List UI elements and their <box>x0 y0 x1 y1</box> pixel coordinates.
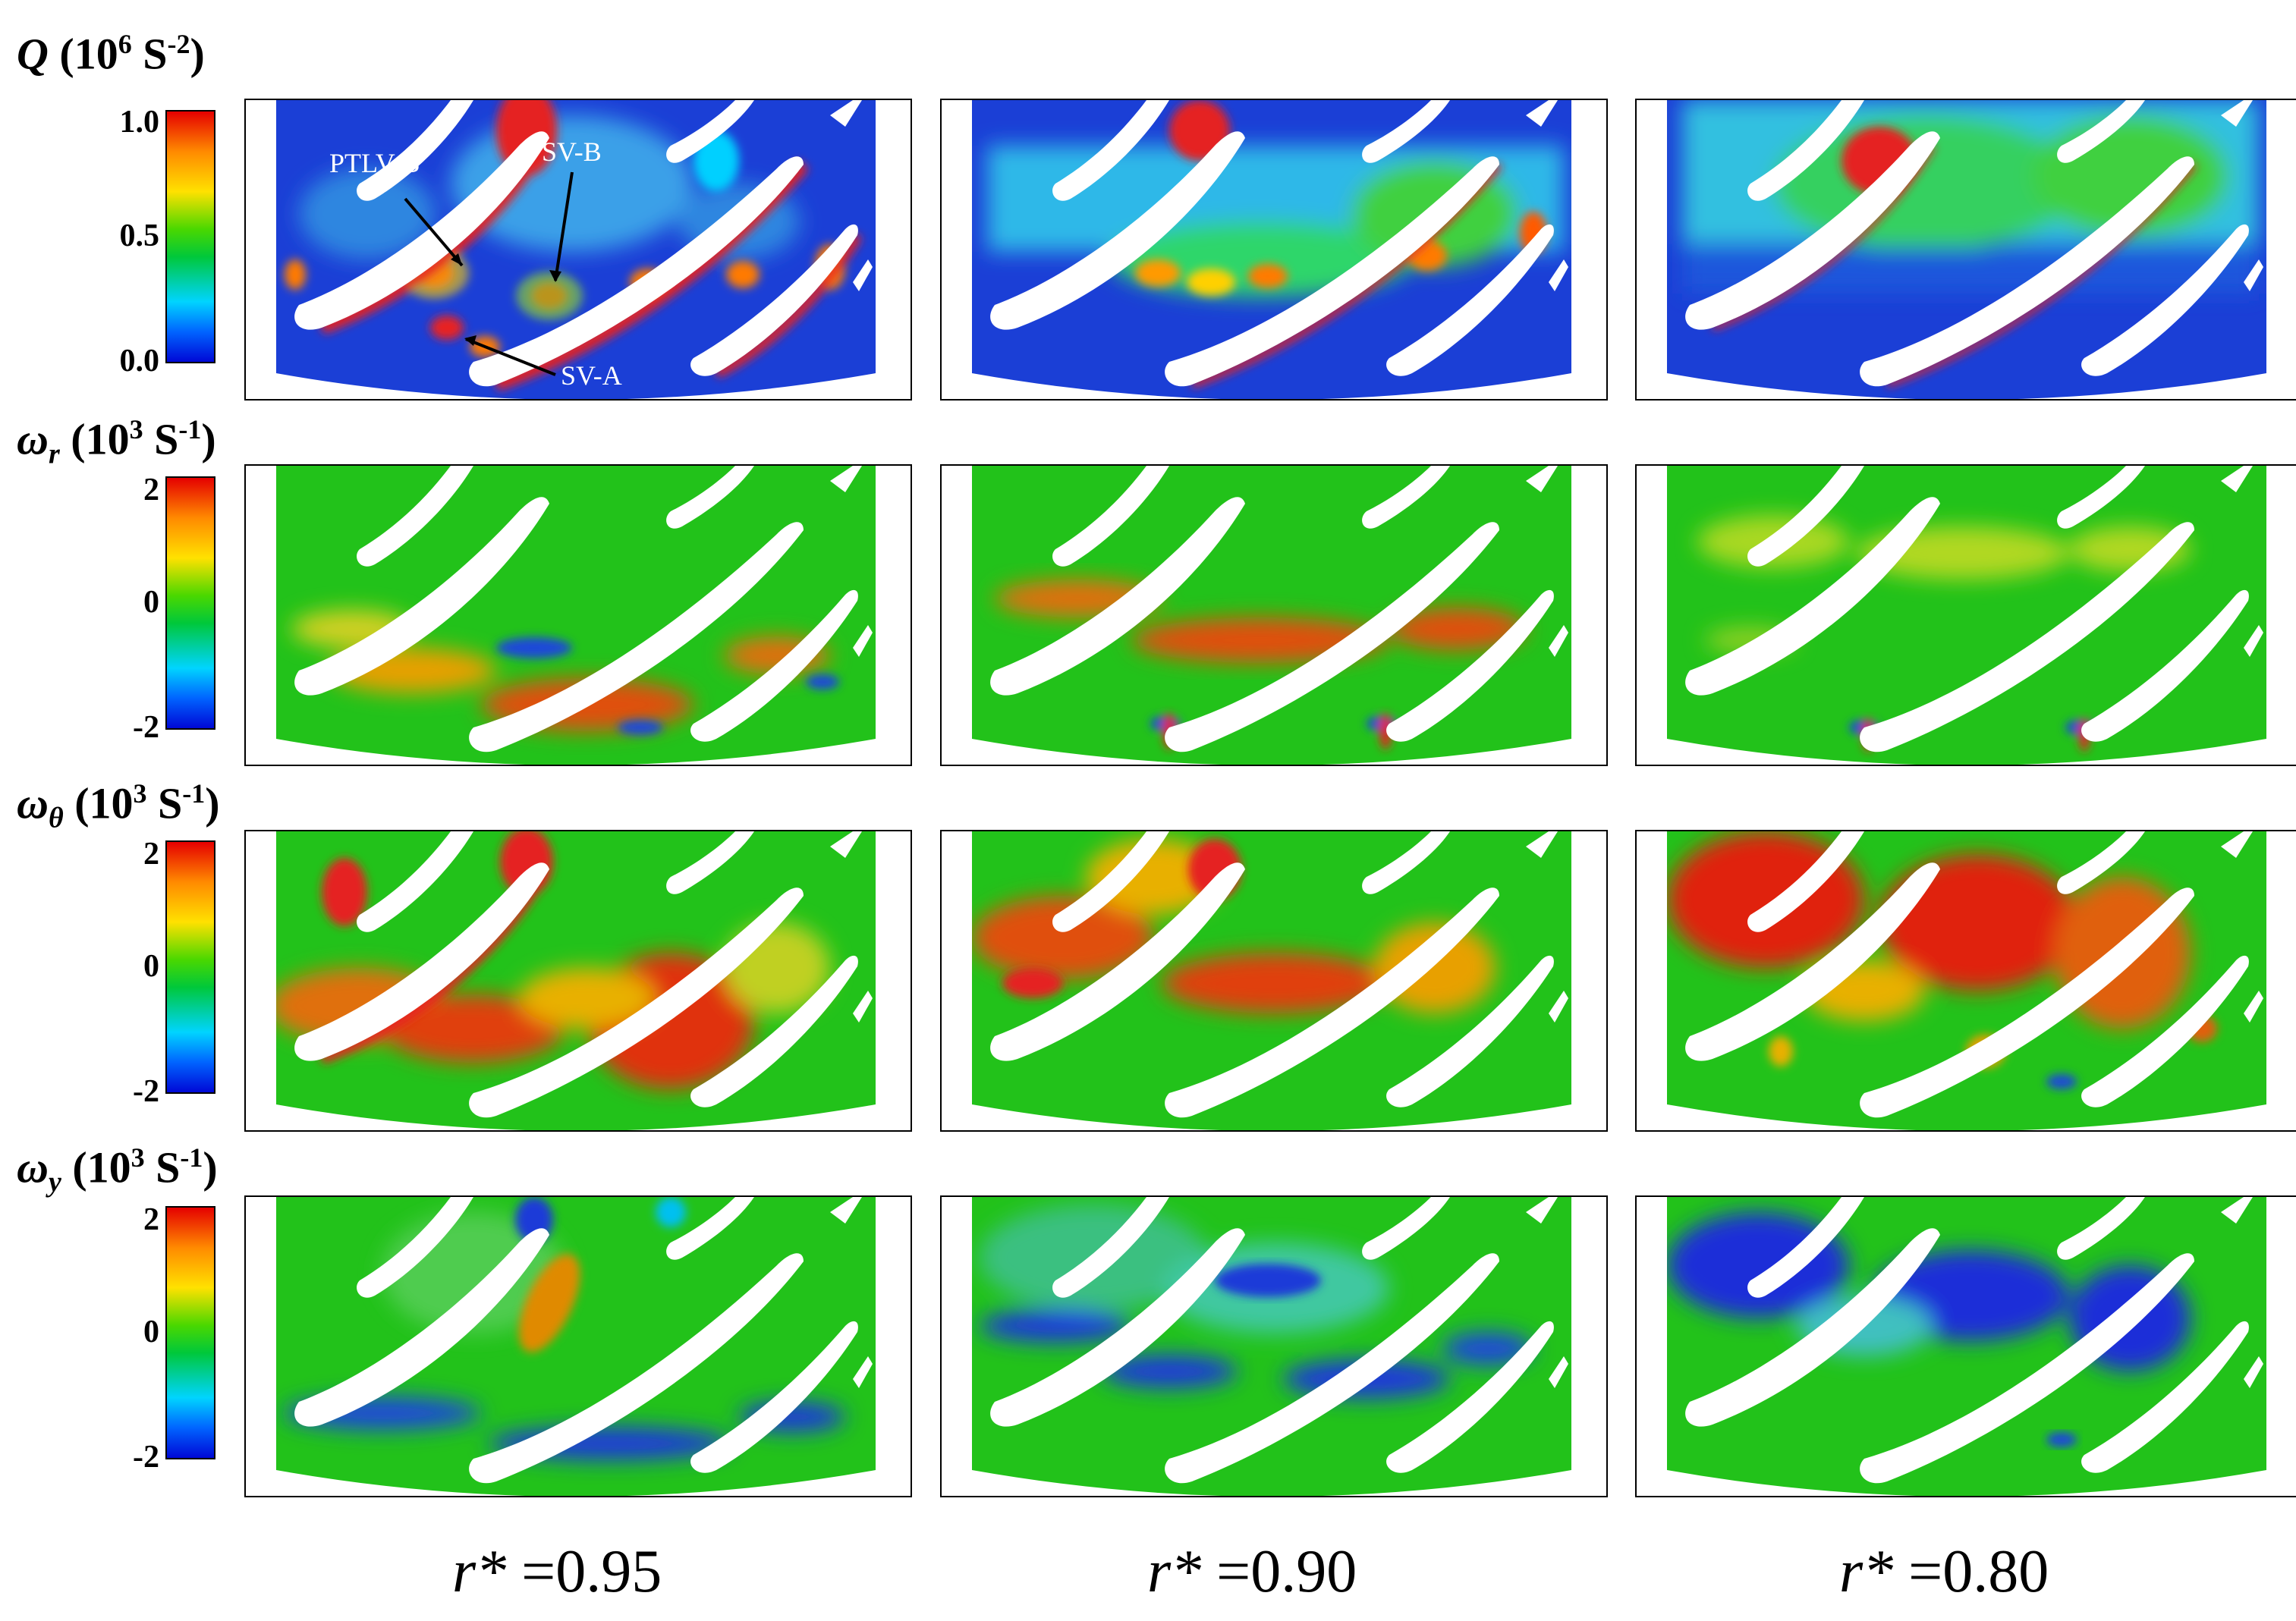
column-label-r080: r* =0.80 <box>1839 1538 2049 1605</box>
row-label-q: Q (106 S-2) <box>17 29 205 79</box>
arrow-line <box>404 197 464 267</box>
colorbar-q <box>165 110 215 363</box>
arrow-head <box>451 253 462 265</box>
tick-label: 0 <box>143 585 159 620</box>
contour-panel-omega-y-r090 <box>940 1195 1608 1497</box>
tick-label: 0 <box>143 1315 159 1349</box>
arrow-line <box>554 171 574 281</box>
arrow-head <box>549 270 561 282</box>
column-label-r095: r* =0.95 <box>452 1538 662 1605</box>
contour-panel-omega-r-r080 <box>1635 464 2296 766</box>
column-label-r090: r* =0.90 <box>1147 1538 1357 1605</box>
contour-panel-q-r095: PTLV-B SV-B SV-A <box>244 99 912 401</box>
contour-panel-omega-y-r080 <box>1635 1195 2296 1497</box>
tick-label: -2 <box>133 710 159 745</box>
tick-label: 2 <box>143 837 159 872</box>
annotation-sv-b: SV-B <box>542 137 602 167</box>
colorbar-omega-y <box>165 1206 215 1459</box>
annotation-ptlv-b: PTLV-B <box>329 148 420 178</box>
contour-panel-omega-r-r090 <box>940 464 1608 766</box>
row-label-omega-r: ωr (103 S-1) <box>17 414 216 470</box>
arrow-line <box>465 338 556 376</box>
tick-label: 1.0 <box>119 105 160 140</box>
row-label-omega-theta: ωθ (103 S-1) <box>17 778 220 834</box>
colorbar-omega-r <box>165 476 215 730</box>
tick-label: 0 <box>143 949 159 984</box>
tick-label: 2 <box>143 1202 159 1237</box>
contour-panel-omega-theta-r090 <box>940 830 1608 1132</box>
contour-panel-q-r080 <box>1635 99 2296 401</box>
tick-label: 0.0 <box>119 344 160 379</box>
contour-panel-omega-y-r095 <box>244 1195 912 1497</box>
tick-label: 0.5 <box>119 218 160 253</box>
tick-label: 2 <box>143 473 159 507</box>
contour-panel-omega-r-r095 <box>244 464 912 766</box>
tick-label: -2 <box>133 1074 159 1109</box>
annotation-sv-a: SV-A <box>561 360 622 391</box>
contour-panel-omega-theta-r080 <box>1635 830 2296 1132</box>
tick-label: -2 <box>133 1440 159 1475</box>
contour-panel-q-r090 <box>940 99 1608 401</box>
arrow-head <box>464 335 476 346</box>
contour-panel-omega-theta-r095 <box>244 830 912 1132</box>
colorbar-omega-theta <box>165 840 215 1094</box>
row-label-omega-y: ωy (103 S-1) <box>17 1142 218 1198</box>
